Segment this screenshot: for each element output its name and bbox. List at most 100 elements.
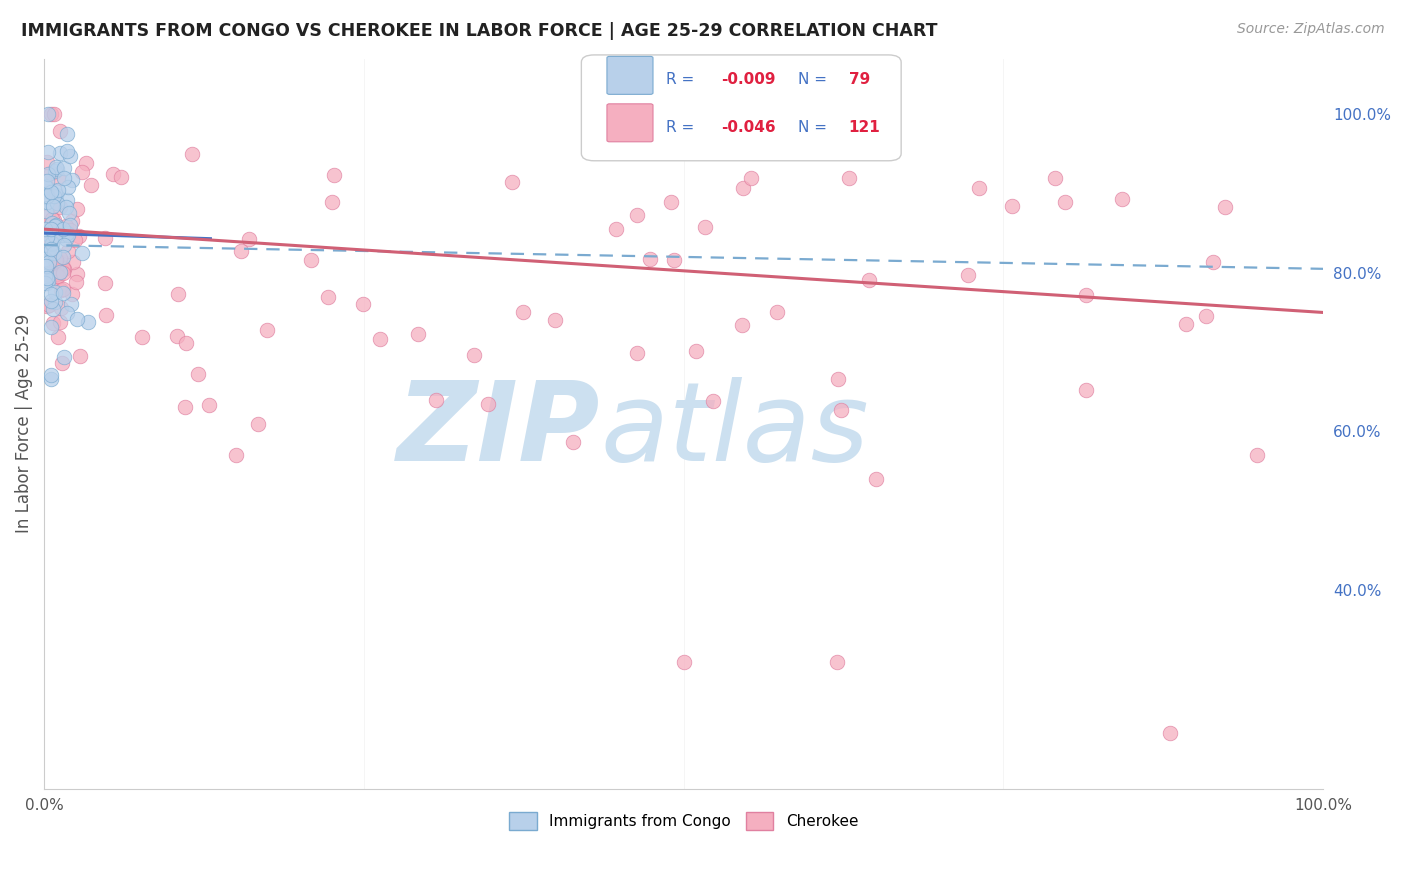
FancyBboxPatch shape (607, 103, 652, 142)
Point (321, 195, 343, 210)
Point (1175, 317, 1198, 331)
Point (53, 170, 76, 185)
Point (63, 233, 86, 247)
Point (1053, 194, 1076, 209)
Point (44, 285, 66, 299)
Point (957, 268, 980, 282)
Point (1215, 200, 1237, 214)
Point (131, 329, 153, 343)
Point (166, 329, 188, 343)
Point (37, 167, 59, 181)
Point (664, 253, 686, 268)
Point (562, 434, 585, 449)
Text: atlas: atlas (600, 377, 869, 484)
Point (60, 287, 83, 301)
Point (59, 149, 82, 163)
Point (53, 237, 76, 252)
Point (55, 128, 77, 142)
Point (62, 255, 84, 269)
Point (55, 200, 77, 214)
Point (46, 228, 69, 243)
Point (35, 271, 58, 285)
Point (94, 231, 117, 245)
Point (65, 202, 87, 216)
Legend: Immigrants from Congo, Cherokee: Immigrants from Congo, Cherokee (503, 805, 865, 836)
Text: -0.009: -0.009 (721, 72, 775, 87)
Point (35, 184, 58, 198)
Point (256, 323, 278, 337)
Text: 79: 79 (849, 72, 870, 87)
Point (34, 276, 56, 290)
Point (1195, 309, 1218, 323)
Point (45, 188, 67, 202)
Point (59, 297, 82, 311)
Text: R =: R = (666, 72, 699, 87)
Point (512, 305, 534, 319)
Point (406, 327, 429, 342)
Text: 121: 121 (849, 120, 880, 135)
Point (39, 368, 62, 383)
Point (51, 255, 73, 269)
Point (34, 186, 56, 201)
Point (626, 208, 648, 222)
Point (225, 448, 247, 462)
Point (37, 276, 59, 290)
Point (35, 266, 58, 280)
Point (39, 287, 62, 301)
Point (501, 175, 523, 189)
Point (44, 107, 66, 121)
Point (45, 271, 67, 285)
FancyBboxPatch shape (607, 56, 652, 95)
Point (59, 218, 82, 232)
Point (46, 268, 69, 283)
Point (66, 312, 89, 326)
Point (53, 350, 76, 364)
Point (368, 332, 391, 346)
Point (544, 313, 567, 327)
Point (425, 393, 447, 408)
Point (51, 228, 73, 243)
Point (56, 180, 79, 194)
Point (52, 222, 75, 236)
Point (94, 308, 117, 322)
Point (39, 293, 62, 308)
Point (46, 183, 69, 197)
Point (48, 251, 70, 265)
Point (44, 254, 66, 268)
Point (51, 301, 73, 316)
Point (42, 316, 65, 330)
Point (838, 170, 860, 185)
Point (1202, 255, 1225, 269)
Point (41, 270, 63, 285)
Point (187, 367, 209, 381)
Point (49, 283, 72, 297)
Point (238, 232, 260, 246)
Point (56, 227, 79, 242)
Point (35, 154, 58, 169)
Point (35, 229, 58, 244)
Point (56, 244, 79, 258)
Point (858, 273, 880, 287)
Point (37, 274, 59, 288)
Point (39, 242, 62, 256)
Y-axis label: In Labor Force | Age 25-29: In Labor Force | Age 25-29 (15, 314, 32, 533)
Text: Source: ZipAtlas.com: Source: ZipAtlas.com (1237, 22, 1385, 37)
Point (58, 206, 80, 220)
Point (41, 235, 63, 250)
Point (49, 265, 72, 279)
Point (56, 193, 79, 207)
Point (35, 188, 58, 202)
Point (52, 281, 75, 295)
Point (56, 144, 79, 158)
Point (45, 253, 67, 268)
Point (638, 252, 661, 266)
Point (39, 186, 62, 200)
Point (70, 165, 93, 179)
Point (38, 254, 60, 268)
Point (52, 250, 75, 264)
Point (766, 305, 789, 319)
Point (35, 174, 58, 188)
Point (101, 167, 124, 181)
Point (44, 219, 66, 233)
Point (44, 184, 66, 198)
